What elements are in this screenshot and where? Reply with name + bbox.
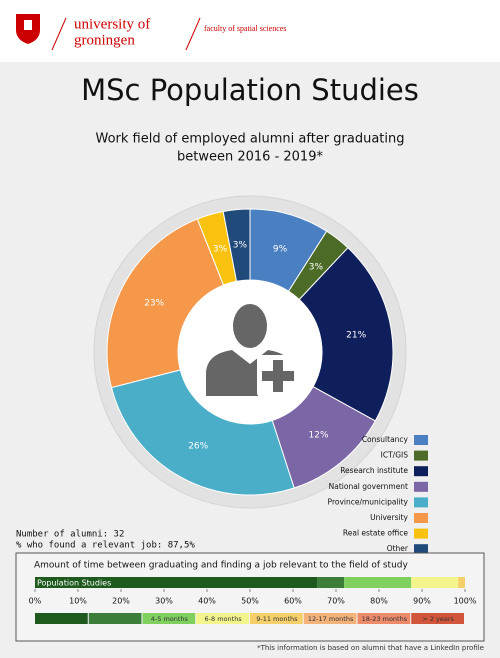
value-label: 21% — [346, 331, 366, 341]
center-circle — [178, 280, 322, 424]
university-name: groningen — [74, 32, 135, 48]
legend-label: Other — [387, 544, 409, 553]
header-bar — [0, 0, 500, 62]
stat: % who found a relevant job: 87,5% — [16, 541, 195, 551]
legend-swatch — [414, 513, 428, 523]
value-label: 12% — [309, 430, 329, 440]
x-tick-label: 50% — [241, 597, 259, 606]
bar-panel — [15, 552, 485, 642]
bar-title: Amount of time between graduating and fi… — [34, 561, 409, 571]
legend-label: Research institute — [340, 466, 408, 475]
chart-title: between 2016 - 2019* — [177, 150, 323, 165]
legend-label: University — [370, 513, 408, 522]
value-label: 3% — [309, 263, 324, 273]
legend-label: 9-11 months — [256, 615, 298, 623]
x-tick-label: 70% — [327, 597, 345, 606]
bar-segment — [458, 577, 465, 588]
x-tick-label: 30% — [155, 597, 173, 606]
legend-swatch — [142, 613, 196, 624]
faculty-name: faculty of spatial sciences — [204, 24, 286, 33]
legend-swatch — [88, 613, 142, 624]
x-tick-label: 90% — [413, 597, 431, 606]
legend-label: 18-23 months — [362, 615, 408, 623]
legend-swatch — [414, 481, 428, 492]
page-title: MSc Population Studies — [81, 73, 419, 107]
legend-swatch — [414, 528, 428, 539]
donut-slice — [106, 218, 225, 389]
divider — [51, 17, 67, 51]
x-tick-label: 100% — [454, 597, 477, 606]
legend-swatch — [414, 544, 428, 555]
person-head — [233, 304, 267, 348]
legend-label: Province/municipality — [328, 497, 409, 506]
divider — [185, 17, 201, 51]
bar-segment — [35, 577, 318, 588]
legend-label: 6-8 months — [205, 615, 243, 623]
plus-icon — [262, 360, 294, 392]
legend-swatch — [414, 497, 428, 508]
legend-swatch — [35, 613, 88, 624]
footnote: *This information is based on alumni tha… — [257, 644, 484, 652]
value-label: 26% — [188, 442, 208, 452]
logo — [16, 14, 40, 44]
legend-label: Consultancy — [362, 435, 409, 444]
category-label: Population Studies — [37, 579, 111, 588]
legend-label: National government — [329, 482, 408, 491]
legend-label: ICT/GIS — [381, 451, 409, 460]
value-label: 23% — [144, 299, 164, 309]
center-icon — [178, 280, 322, 424]
legend-swatch — [303, 613, 357, 624]
legend-swatch — [357, 613, 411, 624]
x-tick-label: 20% — [112, 597, 130, 606]
donut: 9% 3% 21% 12% 26% 23% 3% 3% — [106, 208, 394, 496]
x-tick-label: 80% — [370, 597, 388, 606]
university-name: university of — [74, 16, 150, 32]
chart-title: Work field of employed alumni after grad… — [95, 132, 404, 147]
bar-chart: Population Studies 0% 10% 20% 30% 40% 50% 60% 70… — [29, 577, 477, 624]
bar-segment — [317, 577, 345, 588]
legend-label: Real estate office — [343, 529, 409, 538]
bar-segment — [344, 577, 412, 588]
legend-label: 12-17 months — [308, 615, 354, 623]
legend: Consultancy ICT/GIS Research institute Nati… — [328, 435, 428, 555]
legend-swatch — [414, 466, 428, 477]
legend-swatch — [196, 613, 249, 624]
stat: Number of alumni: 32 — [16, 530, 124, 540]
legend-label: 4-5 months — [151, 615, 189, 623]
value-label: 3% — [213, 244, 228, 254]
legend-swatch — [411, 613, 464, 624]
legend-swatch — [414, 450, 428, 461]
legend-swatch — [250, 613, 303, 624]
x-tick-label: 60% — [284, 597, 302, 606]
bar-segment — [411, 577, 459, 588]
x-tick-label: 10% — [69, 597, 87, 606]
x-tick-label: 0% — [29, 597, 42, 606]
logo-book — [24, 20, 32, 30]
x-tick-label: 40% — [198, 597, 216, 606]
legend-swatch — [414, 435, 428, 445]
value-label: 9% — [273, 244, 288, 254]
value-label: 3% — [233, 240, 248, 250]
legend-label: > 2 years — [422, 615, 454, 623]
